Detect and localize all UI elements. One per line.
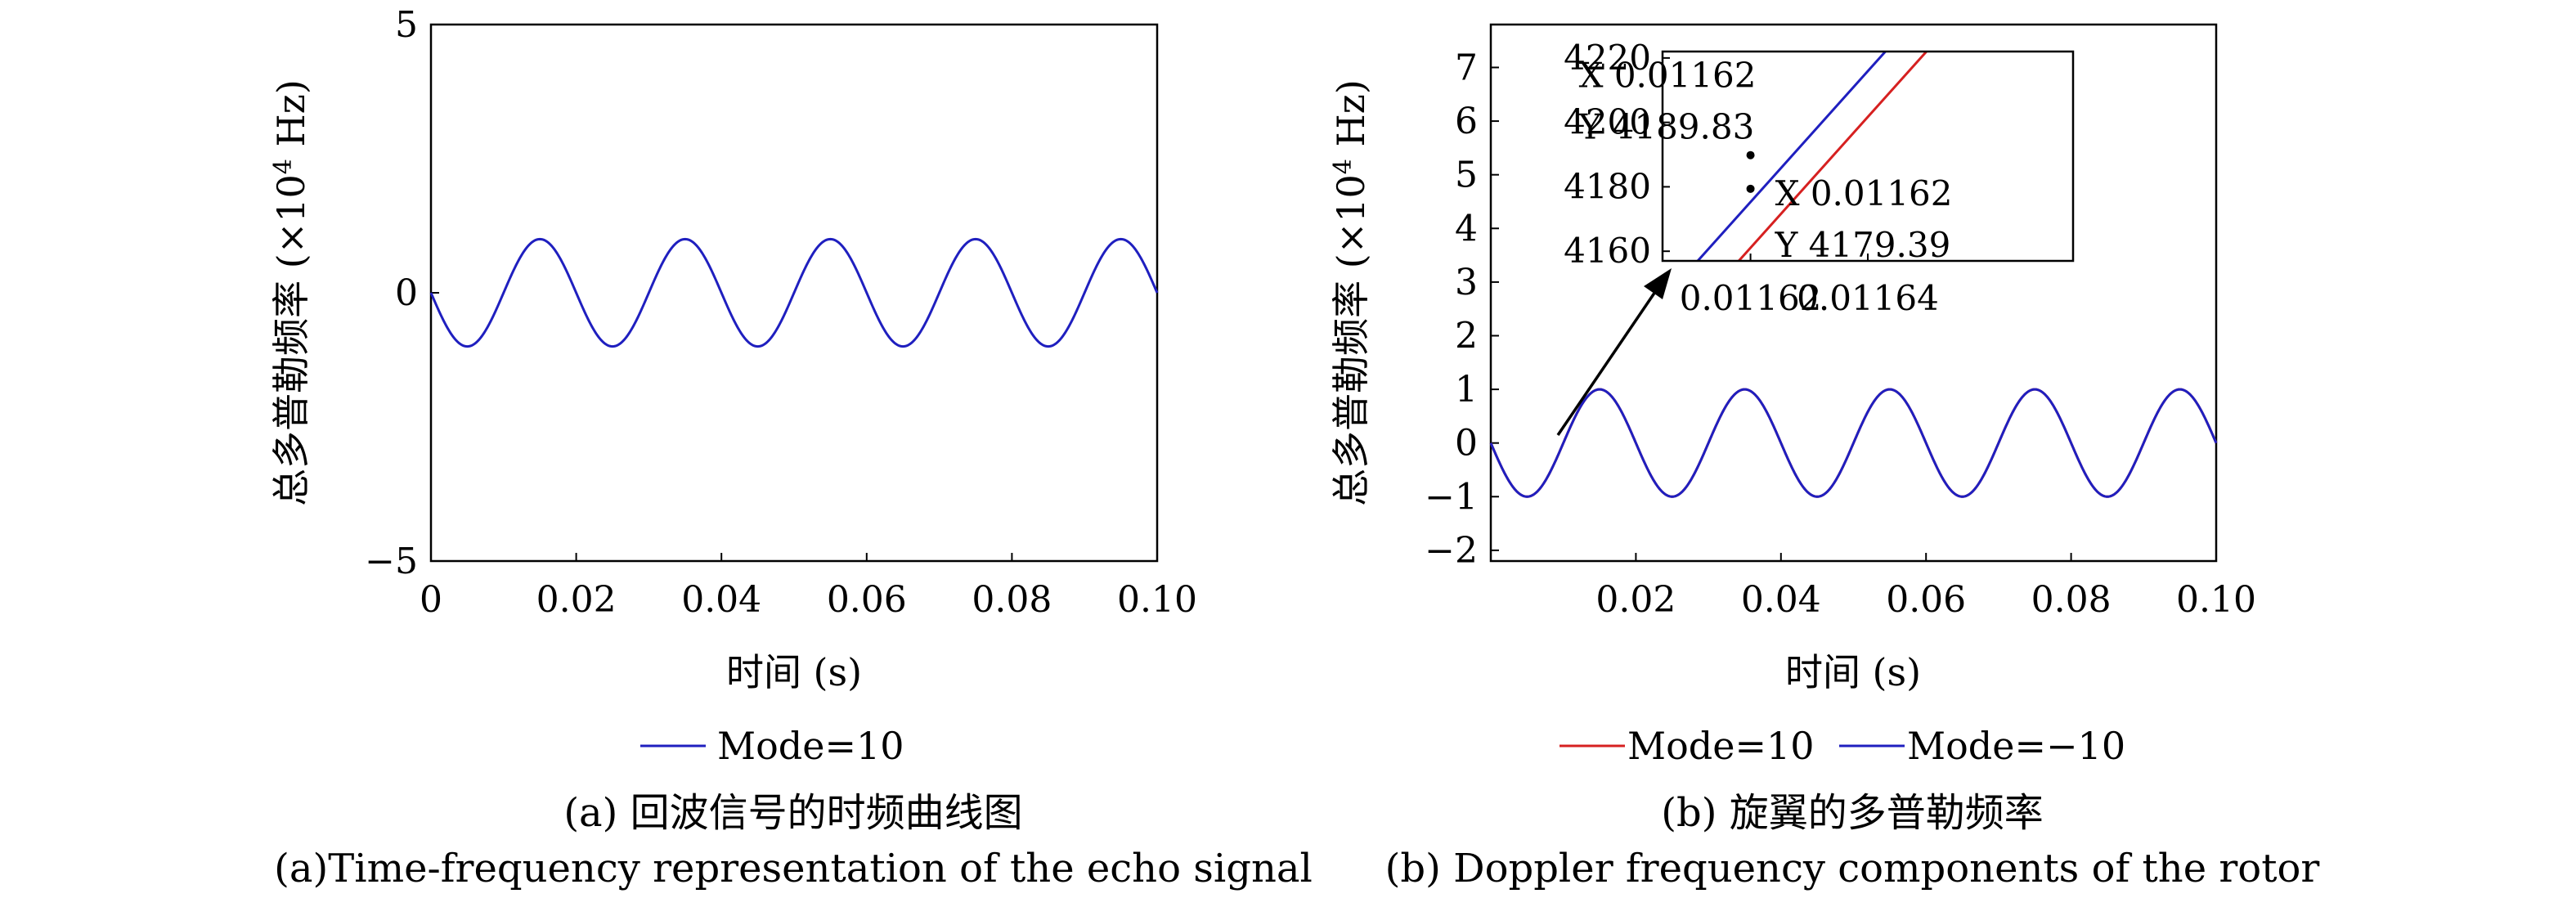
y-tick-label: 1 [1455,369,1478,411]
y-tick-label: 4 [1455,208,1478,249]
panel-b-legend-label-mode-neg10: Mode=−10 [1907,724,2125,768]
y-tick-label: 6 [1455,101,1478,142]
panel-b-x-axis-title: 时间 (s) [1785,650,1921,694]
y-tick-label: −5 [365,541,418,582]
x-tick-label: 0.02 [536,579,617,621]
panel-b-inset-frame [1661,50,2075,263]
panel-a-y-axis-title: 总多普勒频率 (×104 Hz) [269,79,313,506]
x-tick-label: 0.08 [2031,579,2112,621]
panel-b-zoom-arrow-head [1644,268,1672,299]
panel-b-caption-en: (b) Doppler frequency components of the … [1385,846,2320,891]
x-tick-label: 0 [420,579,442,621]
y-tick-label: 5 [1455,155,1478,196]
series-line-1 [429,237,1159,348]
y-tick-label: 0 [1455,423,1478,465]
inset-datatip-marker [1746,184,1755,193]
panel-a-legend-label: Mode=10 [717,724,904,768]
panel-a-legend: Mode=10 [640,724,904,768]
panel-b-caption-cn: (b) 旋翼的多普勒频率 [1661,790,2043,836]
inset-y-tick-label: 4160 [1564,231,1651,271]
x-tick-label: 0.06 [827,579,907,621]
panel-a-caption-cn: (a) 回波信号的时频曲线图 [563,790,1022,836]
inset-x-tick-label: 0.01164 [1797,278,1939,318]
panel-b-y-axis-title: 总多普勒频率 (×104 Hz) [1329,79,1373,506]
panel-a-caption-en: (a)Time-frequency representation of the … [274,846,1313,891]
panel-a-x-axis-title: 时间 (s) [726,650,862,694]
y-tick-label: 5 [395,4,418,46]
panel-b-legend: Mode=10 Mode=−10 [1560,724,2125,768]
inset-datatip-x: X 0.01162 [1775,173,1953,213]
inset-line-2 [1738,50,1928,263]
x-tick-label: 0.08 [972,579,1052,621]
y-tick-label: −2 [1425,530,1478,572]
panel-b-inset-background [1663,52,2073,261]
y-tick-label: 7 [1455,47,1478,88]
inset-y-tick-label: 4220 [1564,38,1651,78]
inset-datatip-x: X 0.01162 [1579,56,1757,96]
panel-b: −2 −1 0 1 2 3 4 5 6 7 0.02 0.04 0.06 0.08 0.10 总多普勒频率 … [1329,23,2320,891]
x-tick-label: 0.10 [1117,579,1197,621]
y-tick-label: 0 [395,272,418,314]
inset-datatip-y: Y 4189.83 [1578,107,1755,147]
inset-line-1 [1696,50,1887,263]
y-tick-label: 2 [1455,315,1478,357]
inset-datatip-marker [1746,150,1755,159]
series-line-2 [1489,388,2218,498]
x-tick-label: 0.10 [2176,579,2256,621]
x-tick-label: 0.04 [681,579,761,621]
panel-b-marks: −2 −1 0 1 2 3 4 5 6 7 0.02 0.04 0.06 0.08 0.10 [1425,47,2256,621]
panel-b-zoom-arrow-shaft [1556,284,1662,436]
x-tick-label: 0.02 [1595,579,1676,621]
panel-b-zoom-arrow [1556,268,1672,436]
panel-b-plot-frame [1489,23,2218,563]
inset-x-tick-label: 0.01162 [1680,278,1822,318]
x-tick-label: 0.06 [1886,579,1966,621]
inset-y-tick-label: 4200 [1564,102,1651,142]
x-tick-label: 0.04 [1741,579,1821,621]
y-tick-label: −1 [1425,476,1478,518]
inset-y-tick-label: 4180 [1564,166,1651,206]
inset-datatip-y: Y 4179.39 [1775,225,1951,265]
panel-b-legend-label-mode-10: Mode=10 [1627,724,1815,768]
y-tick-label: 3 [1455,262,1478,303]
